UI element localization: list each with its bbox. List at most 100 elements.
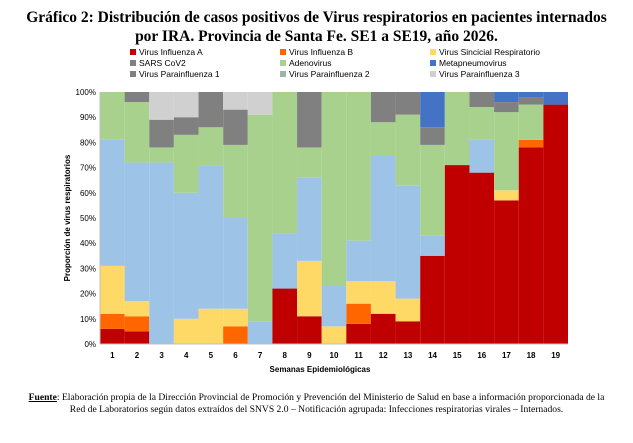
bar-segment-week-8-virus-influenza-a — [272, 288, 298, 344]
bar-segment-week-2-virus-parainfluenza-1 — [124, 92, 150, 103]
bar-segment-week-13-lightblue — [395, 185, 421, 299]
bar-segment-week-10-virus-sincicial-respiratorio — [321, 326, 347, 344]
bar-segment-week-17-metapneumovirus — [494, 92, 519, 103]
bar-segment-week-11-virus-sincicial-respiratorio — [346, 281, 371, 304]
x-tick-label-13: 13 — [403, 351, 412, 360]
bar-segment-week-6-lightblue — [223, 218, 248, 309]
bar-segment-week-8-green — [272, 92, 298, 234]
bar-segment-week-6-green — [223, 144, 248, 218]
bar-segment-week-19-virus-influenza-a — [543, 104, 568, 344]
title-line-2: por IRA. Provincia de Santa Fe. SE1 a SE… — [135, 28, 498, 45]
legend-swatch — [130, 71, 136, 77]
bar-segment-week-9-virus-influenza-a — [297, 316, 322, 344]
x-tick-label-16: 16 — [477, 351, 486, 360]
bar-segment-week-12-virus-sincicial-respiratorio — [370, 281, 396, 314]
bar-segment-week-12-lightblue — [370, 155, 396, 281]
x-tick-label-3: 3 — [159, 351, 164, 360]
legend-item-adenovirus: Adenovirus — [280, 58, 332, 68]
y-tick-label: 60% — [80, 189, 96, 198]
bar-segment-week-6-virus-parainfluenza-3 — [223, 92, 248, 110]
x-axis: 1 2 3 4 5 6 7 8 9 10 11 12 13 14 15 16 17 18 19 — [100, 343, 568, 360]
bar-segment-week-7-lightblue — [247, 321, 273, 344]
x-tick-label-7: 7 — [258, 351, 263, 360]
bar-segment-week-10-lightblue — [321, 286, 347, 327]
legend-item-virus-sincicial-respiratorio: Virus Sincicial Respiratorio — [430, 47, 540, 57]
y-tick-label: 10% — [80, 315, 96, 324]
bar-segment-week-14-virus-parainfluenza-1 — [420, 127, 445, 145]
bar-segment-week-16-lightblue — [469, 139, 495, 173]
bar-segment-week-1-virus-sincicial-respiratorio — [100, 265, 125, 314]
bar-segment-week-13-virus-parainfluenza-1 — [395, 92, 421, 115]
x-tick-label-18: 18 — [527, 351, 536, 360]
bar-segment-week-4-virus-sincicial-respiratorio — [173, 318, 199, 344]
bar-segment-week-11-virus-influenza-a — [346, 323, 371, 344]
x-tick-label-10: 10 — [330, 351, 339, 360]
bar-segment-week-17-virus-influenza-a — [494, 200, 519, 344]
bar-segment-week-13-green — [395, 114, 421, 186]
y-tick-label: 80% — [80, 138, 96, 147]
y-tick-label: 0% — [84, 340, 96, 349]
bar-segment-week-4-virus-parainfluenza-3 — [173, 92, 199, 118]
x-tick-label-19: 19 — [551, 351, 560, 360]
y-tick-label: 40% — [80, 239, 96, 248]
x-tick-label-6: 6 — [233, 351, 238, 360]
legend-label: Virus Parainfluenza 3 — [439, 69, 520, 79]
bar-segment-week-18-green — [518, 104, 544, 140]
bar-segment-week-1-lightblue — [100, 139, 125, 266]
bar-segment-week-17-virus-sincicial-respiratorio — [494, 190, 519, 201]
bar-segment-week-17-virus-parainfluenza-1 — [494, 102, 519, 113]
bar-segment-week-18-virus-influenza-b — [518, 139, 544, 148]
bar-segment-week-2-lightblue — [124, 162, 150, 302]
legend-swatch — [280, 71, 286, 77]
legend-item-virus-influenza-a: Virus Influenza A — [130, 47, 203, 57]
bar-segment-week-7-green — [247, 114, 273, 322]
bar-segment-week-18-virus-influenza-a — [518, 147, 544, 344]
title-line-1: Gráfico 2: Distribución de casos positiv… — [26, 9, 607, 26]
bar-segment-week-12-virus-influenza-a — [370, 313, 396, 344]
x-tick-label-2: 2 — [135, 351, 140, 360]
bar-segment-week-9-green — [297, 147, 322, 178]
bar-segment-week-11-green — [346, 92, 371, 241]
y-tick-label: 50% — [80, 214, 96, 223]
bar-segment-week-14-metapneumovirus — [420, 92, 445, 128]
bar-segment-week-5-virus-sincicial-respiratorio — [198, 308, 224, 344]
legend-swatch — [280, 49, 286, 55]
bar-segment-week-16-virus-parainfluenza-1 — [469, 92, 495, 108]
legend-item-metapneumovirus: Metapneumovirus — [430, 58, 507, 68]
chart-title: Gráfico 2: Distribución de casos positiv… — [0, 8, 633, 46]
bar-segment-week-7-virus-parainfluenza-3 — [247, 92, 273, 115]
legend-swatch — [430, 60, 436, 66]
bar-segment-week-9-virus-sincicial-respiratorio — [297, 260, 322, 317]
legend-label: Virus Parainfluenza 1 — [139, 69, 220, 79]
bar-segment-week-3-green — [149, 147, 174, 163]
bar-segment-week-2-virus-sincicial-respiratorio — [124, 301, 150, 317]
x-tick-label-4: 4 — [184, 351, 189, 360]
bar-segment-week-3-lightblue — [149, 162, 174, 344]
bar-segment-week-17-green — [494, 112, 519, 191]
bar-segment-week-2-virus-influenza-a — [124, 331, 150, 344]
bar-segment-week-6-virus-parainfluenza-1 — [223, 109, 248, 145]
bar-segment-week-5-green — [198, 127, 224, 166]
bar-segment-week-1-virus-influenza-a — [100, 328, 125, 344]
legend-label: SARS CoV2 — [139, 58, 186, 68]
legend-item-virus-parainfluenza-3: Virus Parainfluenza 3 — [430, 69, 520, 79]
bar-segment-week-4-virus-parainfluenza-1 — [173, 117, 199, 135]
bar-segment-week-2-green — [124, 102, 150, 163]
legend-label: Virus Parainfluenza 2 — [289, 69, 370, 79]
bar-segment-week-12-green — [370, 122, 396, 155]
bar-segment-week-11-virus-influenza-b — [346, 303, 371, 324]
y-tick-label: 90% — [80, 113, 96, 122]
bar-segment-week-16-green — [469, 107, 495, 140]
bar-segment-week-13-virus-influenza-a — [395, 321, 421, 344]
y-tick-label: 30% — [80, 264, 96, 273]
legend-item-virus-parainfluenza-2: Virus Parainfluenza 2 — [280, 69, 370, 79]
bar-segment-week-16-virus-influenza-a — [469, 172, 495, 344]
bar-segment-week-1-green — [100, 92, 125, 140]
y-tick-label: 70% — [80, 164, 96, 173]
bar-segment-week-19-metapneumovirus — [543, 92, 568, 105]
bar-segment-week-11-lightblue — [346, 240, 371, 281]
bar-segment-week-9-virus-parainfluenza-1 — [297, 92, 322, 148]
bar-segment-week-15-green — [444, 92, 470, 166]
legend-label: Adenovirus — [289, 58, 332, 68]
